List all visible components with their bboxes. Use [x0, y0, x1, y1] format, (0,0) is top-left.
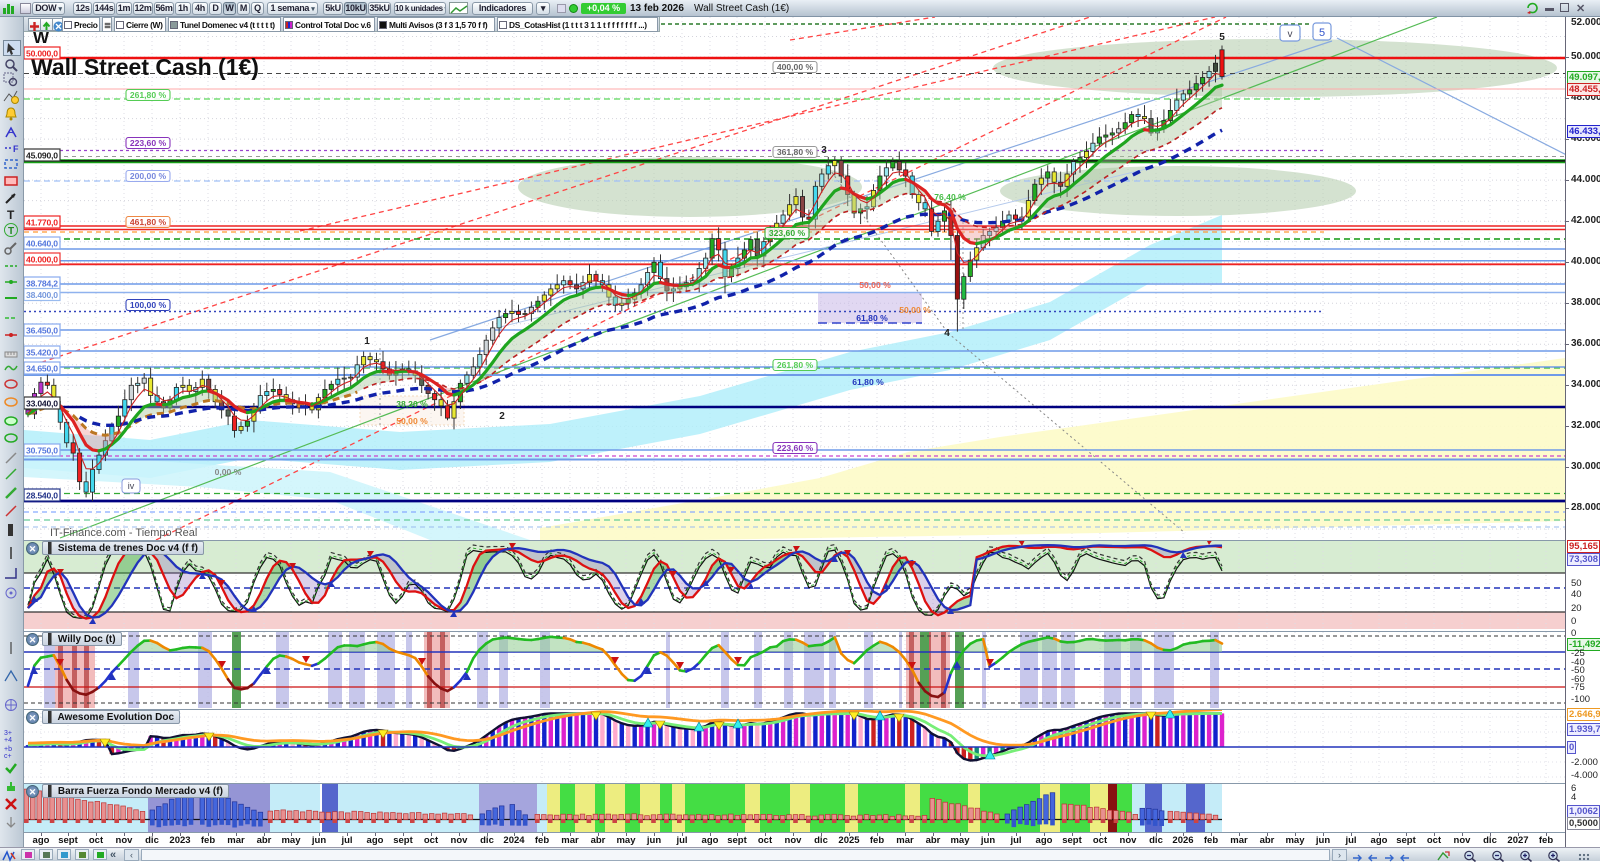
svg-text:40.640,0: 40.640,0	[26, 239, 58, 249]
svg-text:61,80 %: 61,80 %	[852, 377, 884, 387]
svg-text:50,00 %: 50,00 %	[859, 280, 891, 290]
svg-text:100,00 %: 100,00 %	[130, 300, 167, 310]
svg-text:461,80 %: 461,80 %	[130, 217, 167, 227]
svg-text:3: 3	[821, 145, 827, 156]
svg-text:76,40 %: 76,40 %	[934, 192, 966, 202]
svg-text:4: 4	[944, 328, 950, 339]
svg-text:Wall Street Cash (1€): Wall Street Cash (1€)	[31, 54, 259, 80]
svg-text:400,00 %: 400,00 %	[777, 62, 814, 72]
svg-text:261,80 %: 261,80 %	[777, 360, 814, 370]
svg-text:200,00 %: 200,00 %	[130, 171, 167, 181]
svg-text:361,80 %: 361,80 %	[777, 147, 814, 157]
svg-text:223,60 %: 223,60 %	[130, 138, 167, 148]
svg-text:33.040,0: 33.040,0	[26, 399, 58, 409]
svg-text:323,60 %: 323,60 %	[769, 228, 806, 238]
svg-text:v: v	[1288, 29, 1293, 40]
svg-text:5: 5	[1219, 32, 1225, 43]
svg-text:41.770,0: 41.770,0	[26, 218, 58, 228]
svg-text:iv: iv	[128, 481, 135, 491]
svg-text:223,60 %: 223,60 %	[777, 443, 814, 453]
svg-text:T: T	[7, 208, 15, 222]
svg-text:50,00 %: 50,00 %	[899, 305, 931, 315]
svg-text:38.784,2: 38.784,2	[26, 279, 58, 289]
svg-text:5: 5	[1319, 27, 1325, 39]
svg-text:IT-Finance.com - Tiempo Real: IT-Finance.com - Tiempo Real	[50, 527, 197, 539]
svg-text:28.540,0: 28.540,0	[26, 491, 58, 501]
svg-text:T: T	[8, 226, 14, 237]
svg-text:45.090,0: 45.090,0	[26, 151, 58, 161]
svg-text:34.650,0: 34.650,0	[26, 364, 58, 374]
svg-text:F: F	[13, 144, 19, 154]
svg-text:261,80 %: 261,80 %	[130, 90, 167, 100]
svg-text:1: 1	[364, 336, 370, 347]
svg-text:+b: +b	[4, 746, 12, 753]
svg-text:3+: 3+	[4, 730, 12, 737]
svg-text:0,00 %: 0,00 %	[215, 467, 242, 477]
svg-text:50,00 %: 50,00 %	[396, 416, 428, 426]
svg-text:61,80 %: 61,80 %	[856, 313, 888, 323]
svg-text:35.420,0: 35.420,0	[26, 348, 58, 358]
svg-text:36.450,0: 36.450,0	[26, 326, 58, 336]
svg-text:38.400,0: 38.400,0	[26, 290, 58, 300]
svg-text:50.000,0: 50.000,0	[26, 49, 58, 59]
svg-text:40.000,0: 40.000,0	[26, 255, 58, 265]
svg-text:c+: c+	[4, 753, 12, 759]
svg-text:38,20 %: 38,20 %	[396, 399, 428, 409]
svg-text:30.750,0: 30.750,0	[26, 446, 58, 456]
svg-text:2: 2	[499, 411, 505, 422]
